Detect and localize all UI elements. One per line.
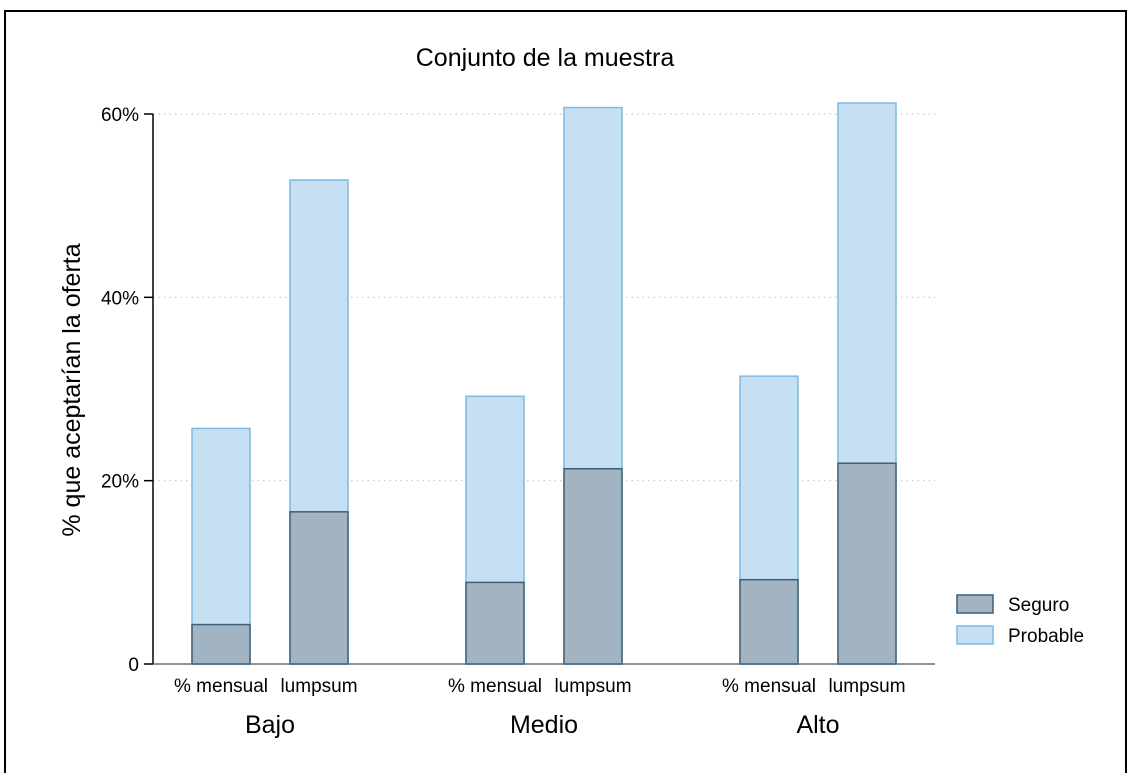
gridlines (153, 113, 935, 482)
chart-frame (4, 10, 1127, 773)
legend-swatch (956, 625, 994, 645)
x-tick-label: lumpsum (554, 676, 631, 697)
bar-seguro (739, 578, 799, 665)
x-tick-label: lumpsum (828, 676, 905, 697)
bar-seguro (837, 462, 897, 665)
legend: Seguro Probable (956, 594, 1084, 647)
bar-seguro (563, 468, 623, 665)
legend-label: Seguro (1008, 595, 1069, 616)
chart-title: Conjunto de la muestra (416, 44, 675, 72)
y-tick-label: 60% (101, 105, 139, 126)
group-label: Bajo (245, 711, 295, 739)
x-tick-labels: % mensual lumpsum Bajo % mensual lumpsum Medi… (174, 676, 906, 739)
group-label: Medio (510, 711, 578, 739)
y-tick-label: 40% (101, 288, 139, 309)
bar-seguro (465, 581, 525, 665)
legend-swatch (956, 594, 994, 614)
x-tick-label: lumpsum (280, 676, 357, 697)
x-tick-label: % mensual (448, 676, 542, 697)
x-tick-label: % mensual (722, 676, 816, 697)
bar-seguro (289, 511, 349, 665)
y-tick-label: 0 (128, 655, 139, 676)
bar-seguro (191, 623, 251, 665)
y-axis-label: % que aceptarían la oferta (58, 243, 86, 536)
bars (191, 102, 897, 665)
axes: 0 20% 40% 60% (101, 105, 935, 676)
x-tick-label: % mensual (174, 676, 268, 697)
y-tick-label: 20% (101, 472, 139, 493)
group-label: Alto (796, 711, 839, 739)
legend-label: Probable (1008, 626, 1084, 647)
